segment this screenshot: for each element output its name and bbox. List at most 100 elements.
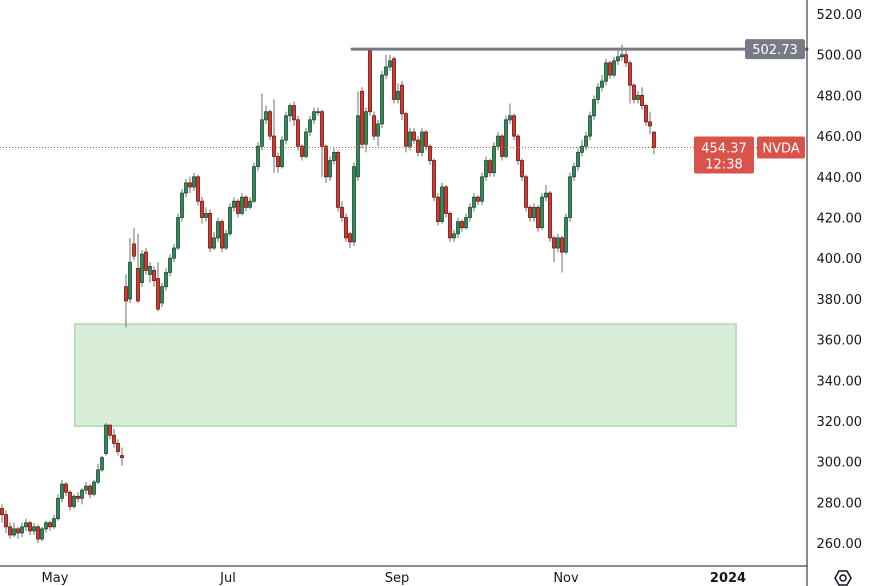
candle: [136, 233, 140, 303]
candle-body-up: [20, 526, 24, 534]
candle: [184, 178, 188, 198]
candle-body-up: [284, 115, 288, 141]
candle-body-up: [184, 182, 188, 194]
candle-body-up: [176, 217, 180, 249]
candle-body-up: [420, 131, 424, 153]
candle: [476, 195, 480, 206]
candle-body-down: [520, 160, 524, 178]
candle-body-up: [212, 237, 216, 249]
candle-body-up: [304, 131, 308, 157]
candle-body-up: [328, 160, 332, 178]
candle-body-up: [256, 145, 260, 168]
candle-body-down: [320, 111, 324, 147]
candle: [592, 95, 596, 120]
price-tick-label: 500.00: [817, 49, 863, 64]
candle: [108, 424, 112, 440]
candle: [604, 58, 608, 86]
candle-body-up: [92, 481, 96, 495]
candle-body-up: [364, 111, 368, 145]
candle-body-down: [48, 522, 52, 528]
candle: [616, 48, 620, 65]
candle-body-up: [228, 206, 232, 235]
candle-body-down: [536, 206, 540, 229]
candle-body-down: [88, 485, 92, 495]
demand-zone-rectangle[interactable]: [74, 323, 737, 428]
candle-body-down: [628, 62, 632, 86]
candle-body-up: [40, 528, 44, 540]
candle: [488, 158, 492, 177]
candle-body-up: [564, 217, 568, 253]
candle: [448, 211, 452, 242]
candle-body-down: [108, 424, 112, 436]
candle: [8, 522, 12, 540]
candle: [324, 144, 328, 183]
candle-body-up: [384, 66, 388, 76]
candle: [224, 229, 228, 251]
candle: [32, 522, 36, 535]
candle: [188, 176, 192, 194]
candle-body-down: [188, 182, 192, 188]
candle: [48, 520, 52, 531]
candle: [84, 482, 88, 495]
candle-body-down: [64, 483, 68, 493]
candle: [272, 99, 276, 173]
candle: [632, 83, 636, 104]
candle-body-up: [592, 99, 596, 117]
candle: [552, 235, 556, 263]
candle: [92, 480, 96, 497]
candle: [396, 83, 400, 104]
candle-body-up: [492, 145, 496, 174]
candle-body-up: [204, 213, 208, 218]
candle-body-down: [432, 160, 436, 198]
candle: [380, 70, 384, 128]
candle-body-down: [292, 105, 296, 121]
candle: [348, 231, 352, 249]
price-axis[interactable]: 520.00 500.00 480.00 460.00 440.00 420.00 400.…: [817, 8, 863, 552]
candle: [260, 93, 264, 151]
candle-body-up: [164, 272, 168, 288]
candle-body-down: [120, 455, 124, 459]
candle: [608, 60, 612, 80]
candle: [424, 129, 428, 151]
candle-body-down: [272, 135, 276, 157]
candle-body-up: [224, 233, 228, 249]
settings-gear-icon[interactable]: [834, 570, 852, 586]
time-axis[interactable]: May Jul Sep Nov 2024: [42, 571, 747, 586]
candle: [312, 107, 316, 124]
candle-body-down: [336, 151, 340, 208]
candle: [276, 152, 280, 173]
candle: [628, 60, 632, 104]
candle: [104, 423, 108, 456]
candle-body-up: [540, 196, 544, 229]
candle-body-down: [300, 145, 304, 157]
candle: [40, 526, 44, 542]
candle-body-down: [416, 139, 420, 153]
candle-body-up: [604, 62, 608, 82]
candle-body-up: [216, 221, 220, 239]
candle-body-up: [496, 135, 500, 147]
candle-body-up: [396, 90, 400, 100]
candle: [336, 150, 340, 212]
candle-body-down: [144, 251, 148, 271]
candle: [452, 229, 456, 242]
candle: [544, 184, 548, 202]
candle-body-down: [16, 528, 20, 534]
candle-body-up: [572, 166, 576, 178]
candle: [432, 158, 436, 202]
candle-body-up: [408, 131, 412, 147]
candle: [644, 103, 648, 126]
candle: [164, 268, 168, 291]
time-tick-label: Jul: [219, 571, 236, 586]
candle: [576, 148, 580, 171]
candle: [160, 282, 164, 308]
candle-body-up: [72, 495, 76, 507]
candle: [12, 522, 16, 537]
candle-body-down: [648, 121, 652, 127]
candle: [96, 463, 100, 485]
candle-body-up: [260, 119, 264, 147]
candle: [404, 111, 408, 153]
candle-body-up: [616, 56, 620, 62]
price-tick-label: 360.00: [817, 334, 863, 349]
price-tick-label: 260.00: [817, 537, 863, 552]
